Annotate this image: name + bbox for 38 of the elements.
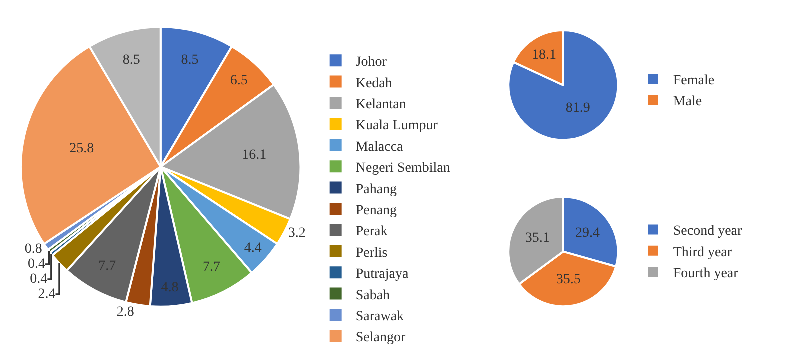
legend-label: Selangor: [356, 330, 406, 346]
data-label: 3.2: [288, 226, 306, 242]
data-label: 29.4: [576, 226, 600, 241]
legend-label: Kelantan: [356, 97, 406, 112]
data-label: 8.5: [122, 52, 140, 68]
data-label: 0.8: [24, 242, 42, 258]
legend-label: Kuala Lumpur: [356, 118, 438, 134]
data-label: 25.8: [70, 141, 94, 156]
data-label: 4.4: [244, 240, 262, 256]
legend-label: Kedah: [356, 76, 392, 92]
data-label: 0.4: [28, 257, 46, 272]
data-label: 7.7: [203, 260, 221, 276]
data-label: 81.9: [566, 100, 590, 116]
legend-label: Perlis: [356, 246, 388, 261]
data-label: 35.5: [556, 272, 581, 288]
legend-label: Sabah: [356, 288, 390, 304]
legend-label: Putrajaya: [356, 267, 410, 282]
legend-label: Fourth year: [673, 266, 739, 282]
data-label: 18.1: [532, 48, 556, 63]
legend-label: Female: [673, 73, 715, 88]
data-label: 35.1: [525, 231, 550, 246]
legend-label: Negeri Sembilan: [356, 161, 450, 176]
data-label: 0.4: [30, 272, 48, 288]
legend-label: Pahang: [356, 182, 398, 198]
data-label: 16.1: [242, 148, 267, 163]
data-label: 2.4: [38, 287, 56, 302]
data-label: 4.8: [161, 280, 179, 296]
legend-label: Male: [673, 94, 702, 110]
legend-label: Penang: [356, 203, 398, 218]
data-label: 8.5: [181, 52, 199, 68]
data-label: 6.5: [230, 73, 248, 88]
legend-label: Third year: [673, 245, 732, 260]
legend-label: Malacca: [356, 140, 404, 155]
legend-label: Johor: [356, 55, 388, 70]
data-label: 2.8: [116, 304, 134, 320]
legend-label: Perak: [356, 224, 388, 240]
legend-label: Second year: [673, 224, 742, 240]
legend-label: Sarawak: [356, 309, 404, 324]
